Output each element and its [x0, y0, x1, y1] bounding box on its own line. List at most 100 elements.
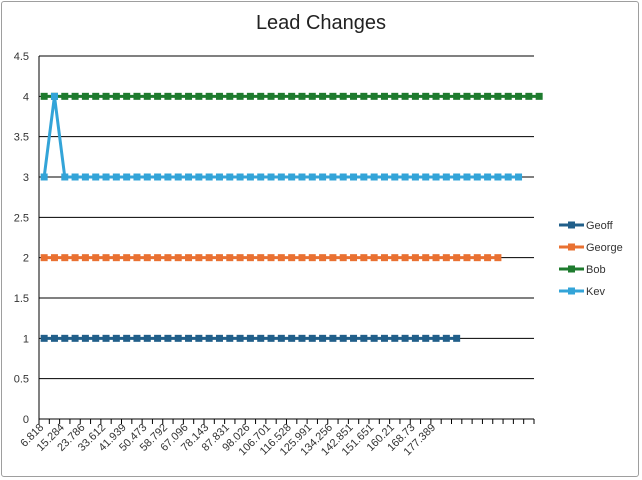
data-point-george: [432, 254, 440, 262]
data-point-kev: [494, 173, 502, 181]
data-point-bob: [236, 92, 244, 100]
data-point-bob: [226, 92, 234, 100]
y-tick-label: 4.5: [14, 51, 29, 63]
data-point-george: [308, 254, 316, 262]
data-point-geoff: [288, 334, 296, 342]
data-point-kev: [380, 173, 388, 181]
data-point-geoff: [112, 334, 120, 342]
data-point-george: [277, 254, 285, 262]
data-point-george: [154, 254, 162, 262]
data-point-bob: [308, 92, 316, 100]
data-point-george: [339, 254, 347, 262]
data-point-bob: [401, 92, 409, 100]
data-point-geoff: [123, 334, 131, 342]
data-point-bob: [185, 92, 193, 100]
data-point-george: [81, 254, 89, 262]
data-point-kev: [515, 173, 523, 181]
data-point-bob: [525, 92, 533, 100]
data-point-bob: [319, 92, 327, 100]
data-point-bob: [504, 92, 512, 100]
data-point-george: [288, 254, 296, 262]
data-point-geoff: [205, 334, 213, 342]
data-point-kev: [504, 173, 512, 181]
data-point-george: [195, 254, 203, 262]
data-point-kev: [411, 173, 419, 181]
data-point-bob: [112, 92, 120, 100]
data-point-george: [61, 254, 69, 262]
data-point-george: [185, 254, 193, 262]
data-point-geoff: [61, 334, 69, 342]
data-point-bob: [288, 92, 296, 100]
data-point-geoff: [195, 334, 203, 342]
data-point-bob: [339, 92, 347, 100]
data-point-george: [143, 254, 151, 262]
y-tick-label: 0.5: [14, 374, 29, 386]
data-point-george: [329, 254, 337, 262]
legend-label-bob: Bob: [586, 264, 606, 276]
data-point-geoff: [174, 334, 182, 342]
data-point-geoff: [185, 334, 193, 342]
data-point-bob: [102, 92, 110, 100]
data-point-george: [380, 254, 388, 262]
data-point-bob: [453, 92, 461, 100]
legend-marker-george: [568, 243, 575, 251]
data-point-kev: [215, 173, 223, 181]
data-point-bob: [422, 92, 430, 100]
data-point-kev: [246, 173, 254, 181]
data-point-bob: [195, 92, 203, 100]
data-point-george: [453, 254, 461, 262]
data-point-kev: [133, 173, 141, 181]
y-tick-label: 3.5: [14, 132, 29, 144]
data-point-bob: [484, 92, 492, 100]
data-point-george: [360, 254, 368, 262]
data-point-geoff: [380, 334, 388, 342]
data-point-george: [112, 254, 120, 262]
data-point-george: [50, 254, 58, 262]
data-point-geoff: [339, 334, 347, 342]
data-point-george: [174, 254, 182, 262]
y-tick-label: 2: [23, 253, 29, 265]
data-point-george: [350, 254, 358, 262]
data-point-bob: [360, 92, 368, 100]
data-point-bob: [92, 92, 100, 100]
data-point-geoff: [226, 334, 234, 342]
data-point-kev: [40, 173, 48, 181]
data-point-kev: [143, 173, 151, 181]
data-point-geoff: [350, 334, 358, 342]
data-point-bob: [40, 92, 48, 100]
data-point-kev: [473, 173, 481, 181]
data-point-kev: [484, 173, 492, 181]
data-point-bob: [442, 92, 450, 100]
data-point-bob: [154, 92, 162, 100]
data-point-george: [267, 254, 275, 262]
data-point-bob: [329, 92, 337, 100]
data-point-george: [401, 254, 409, 262]
data-point-bob: [298, 92, 306, 100]
data-point-kev: [71, 173, 79, 181]
data-point-kev: [298, 173, 306, 181]
data-point-kev: [102, 173, 110, 181]
data-point-bob: [370, 92, 378, 100]
data-point-bob: [494, 92, 502, 100]
data-point-geoff: [215, 334, 223, 342]
data-point-geoff: [432, 334, 440, 342]
data-point-bob: [411, 92, 419, 100]
data-point-bob: [432, 92, 440, 100]
data-point-geoff: [40, 334, 48, 342]
data-point-bob: [267, 92, 275, 100]
data-point-kev: [257, 173, 265, 181]
data-point-kev: [288, 173, 296, 181]
y-tick-label: 3: [23, 172, 29, 184]
data-point-bob: [164, 92, 172, 100]
data-point-geoff: [298, 334, 306, 342]
legend-marker-bob: [568, 265, 575, 273]
data-point-geoff: [329, 334, 337, 342]
data-point-geoff: [308, 334, 316, 342]
data-point-kev: [267, 173, 275, 181]
data-point-bob: [61, 92, 69, 100]
data-point-kev: [61, 173, 69, 181]
data-point-geoff: [81, 334, 89, 342]
data-point-george: [442, 254, 450, 262]
data-point-george: [71, 254, 79, 262]
